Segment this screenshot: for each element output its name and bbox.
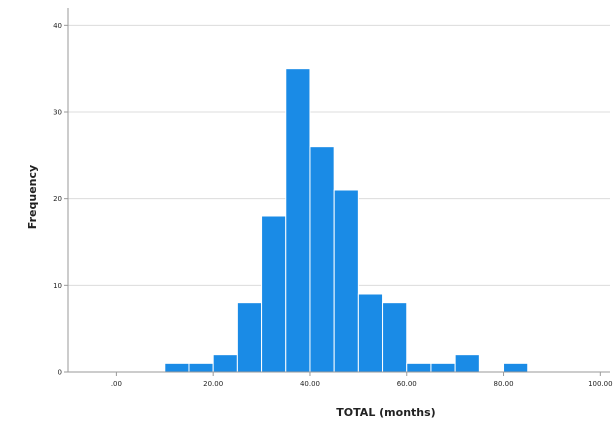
histogram-bar	[164, 362, 190, 373]
histogram-bar	[406, 362, 432, 373]
histogram-bar	[503, 362, 529, 373]
y-tick-label: 0	[58, 369, 62, 377]
y-tick-label: 30	[53, 109, 62, 117]
x-tick-label: 100.00	[588, 380, 613, 388]
histogram-bars	[164, 68, 529, 373]
histogram-bar	[333, 189, 359, 373]
histogram-bar	[188, 362, 214, 373]
x-tick-labels: .00 20.00 40.00 60.00 80.00 100.00	[111, 380, 613, 388]
y-tick-labels: 0 10 20 30 40	[53, 22, 62, 377]
histogram-bar	[285, 68, 311, 373]
y-axis-title: Frequency	[26, 165, 39, 229]
x-tick-label: 60.00	[397, 380, 417, 388]
x-tick-label: .00	[111, 380, 122, 388]
histogram-bar	[454, 354, 480, 373]
x-axis-title: TOTAL (months)	[336, 406, 435, 419]
x-tick-label: 20.00	[203, 380, 223, 388]
y-tick-label: 40	[53, 22, 62, 30]
x-tick-label: 40.00	[300, 380, 320, 388]
histogram-bar	[430, 362, 456, 373]
histogram-bar	[212, 354, 238, 373]
histogram-bar	[357, 293, 384, 373]
histogram-bar	[236, 302, 263, 373]
histogram-bar	[382, 302, 408, 373]
x-tick-label: 80.00	[494, 380, 514, 388]
axes	[64, 8, 610, 376]
histogram-bar	[261, 215, 287, 373]
y-tick-label: 10	[53, 282, 62, 290]
histogram-bar	[309, 146, 335, 373]
y-tick-label: 20	[53, 195, 62, 203]
